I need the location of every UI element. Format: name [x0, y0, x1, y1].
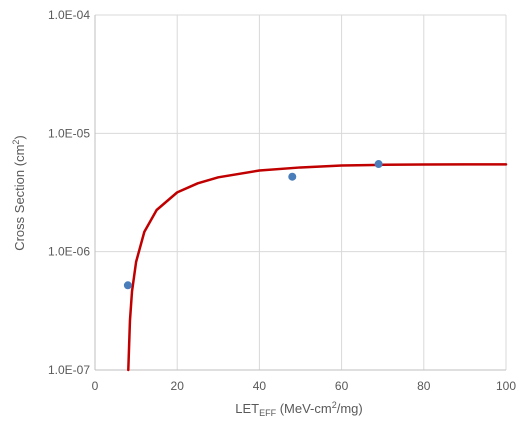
y-tick-label: 1.0E-06	[48, 245, 90, 259]
y-tick-label: 1.0E-04	[48, 8, 90, 22]
y-axis-title-superscript: 2	[11, 140, 21, 145]
x-axis-title-units-superscript: 2	[332, 400, 337, 410]
gridlines	[95, 15, 506, 370]
y-tick-label: 1.0E-07	[48, 363, 90, 377]
x-axis-title-main: LET	[235, 401, 259, 416]
x-tick-label: 60	[335, 379, 349, 393]
x-tick-label: 100	[496, 379, 516, 393]
x-tick-label: 20	[171, 379, 185, 393]
data-point	[374, 160, 383, 169]
data-point	[288, 172, 297, 181]
y-tick-label: 1.0E-05	[48, 126, 90, 140]
data-point	[123, 281, 132, 290]
x-tick-label: 40	[253, 379, 267, 393]
y-axis-title-suffix: )	[12, 135, 27, 139]
x-axis-title: LETEFF (MeV-cm2/mg)	[235, 400, 362, 418]
series-layer	[123, 160, 508, 372]
tick-labels: 0 20 40 60 80 100 1.0E-07 1.0E-06 1.0E-05 1.0E-04	[48, 8, 516, 393]
y-axis-title-main: Cross Section (cm	[12, 145, 27, 251]
x-tick-label: 0	[92, 379, 99, 393]
x-tick-label: 80	[417, 379, 431, 393]
x-axis-title-subscript: EFF	[259, 408, 277, 418]
x-axis-title-units-suffix: /mg)	[337, 401, 363, 416]
x-axis-title-units: (MeV-cm	[276, 401, 332, 416]
fit-curve	[127, 163, 508, 372]
y-axis-title: Cross Section (cm2)	[11, 135, 27, 251]
axes	[94, 14, 507, 371]
